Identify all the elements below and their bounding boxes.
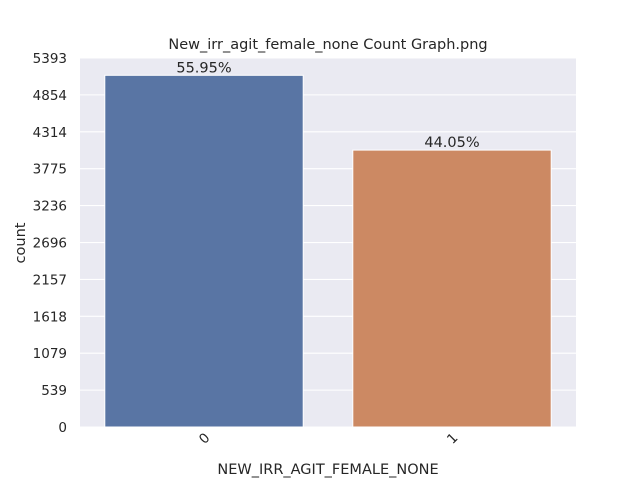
y-tick-label: 3236 <box>33 199 67 215</box>
y-tick-label: 2696 <box>33 236 67 252</box>
y-tick-label: 2157 <box>33 272 67 288</box>
bar-percent-label: 55.95% <box>176 60 231 76</box>
bar-0 <box>104 74 304 428</box>
y-axis-label: count <box>13 222 29 263</box>
y-tick-label: 0 <box>58 420 67 436</box>
x-tick-label: 0 <box>196 430 213 447</box>
y-tick-label: 4314 <box>33 125 67 141</box>
bar-labels: 55.95% 44.05% <box>176 60 479 151</box>
y-tick-label: 3775 <box>33 162 67 178</box>
bars <box>104 74 552 428</box>
y-tick-label: 1079 <box>33 346 67 362</box>
y-tick-label: 5393 <box>33 51 67 67</box>
y-tick-label: 1618 <box>33 309 67 325</box>
y-tick-label: 539 <box>41 383 67 399</box>
x-axis-label: NEW_IRR_AGIT_FEMALE_NONE <box>217 462 438 478</box>
y-axis-ticks: 0 539 1079 1618 2157 2696 3236 3775 4314 4854 5393 <box>33 51 67 436</box>
chart-title: New_irr_agit_female_none Count Graph.png <box>168 37 487 53</box>
bar-1 <box>352 149 552 428</box>
x-tick-label: 1 <box>444 430 461 447</box>
y-tick-label: 4854 <box>33 88 67 104</box>
bar-percent-label: 44.05% <box>424 135 479 151</box>
